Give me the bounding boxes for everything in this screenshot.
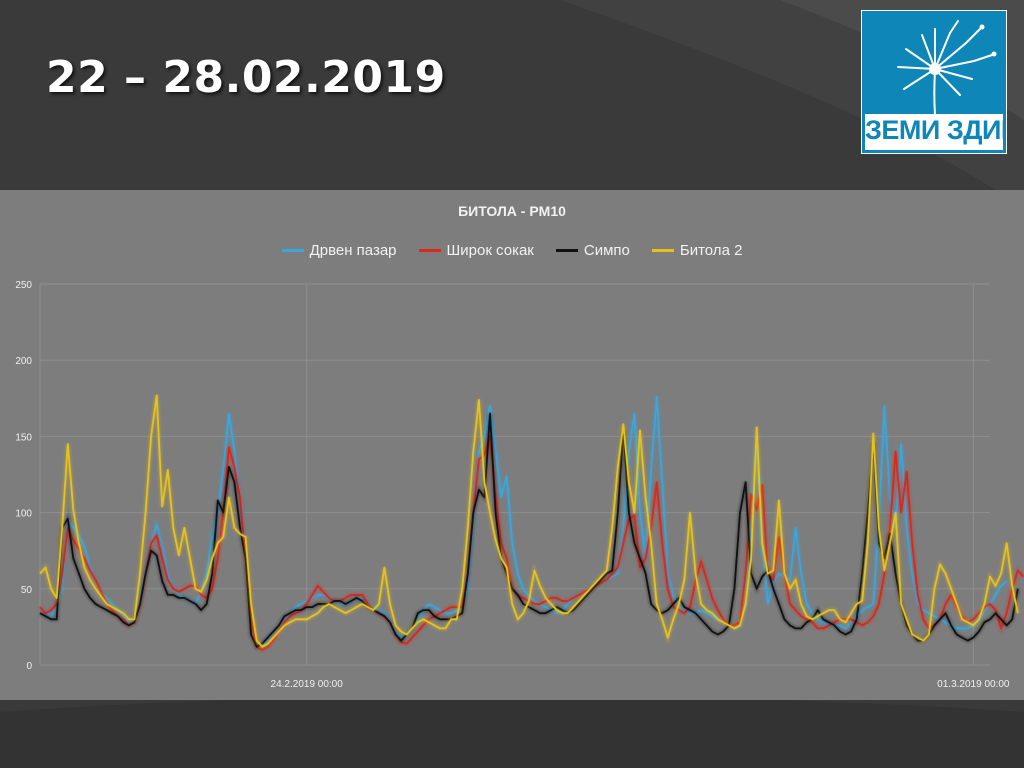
dandelion-icon: [897, 20, 997, 116]
legend-label: Симпо: [583, 242, 630, 259]
y-tick-label: 150: [15, 432, 32, 443]
legend-swatch: [281, 249, 304, 252]
y-tick-label: 50: [21, 585, 33, 596]
y-tick-label: 250: [15, 280, 32, 291]
legend-item-1: Дрвен пазар: [281, 242, 397, 259]
legend-label: Битола 2: [679, 242, 743, 259]
legend-item-3: Симпо: [555, 242, 630, 259]
legend-item-4: Битола 2: [651, 242, 743, 259]
logo-text: ЗЕМИ ЗДИВ: [865, 115, 1007, 145]
y-tick-label: 200: [15, 356, 32, 367]
legend-swatch: [555, 249, 578, 252]
x-tick-label: 01.3.2019 00:00: [937, 679, 1010, 690]
y-tick-label: 100: [15, 509, 32, 520]
chart-plot-area: 0 50 100 150 200 250 24.2.2019 00:00 01.3.2019 …: [15, 280, 1024, 690]
legend-swatch: [418, 249, 441, 252]
pm10-chart: 0 50 100 150 200 250 24.2.2019 00:00 01.3.2019 …: [0, 190, 1024, 700]
series-line-4: [39, 394, 1019, 648]
legend-item-2: Широк сокак: [418, 242, 534, 259]
chart-title: БИТОЛА - PM10: [458, 203, 566, 219]
zemi-zdiv-logo: ЗЕМИ ЗДИВ: [861, 10, 1007, 154]
legend-label: Дрвен пазар: [309, 242, 397, 259]
legend-label: Широк сокак: [446, 242, 534, 259]
series-line-3: [39, 412, 1019, 648]
y-tick-label: 0: [26, 661, 32, 672]
logo-band: ЗЕМИ ЗДИВ: [865, 114, 1007, 150]
series-line-2: [39, 435, 1024, 651]
slide-title: 22 – 28.02.2019: [46, 52, 446, 103]
legend-swatch: [651, 249, 674, 252]
chart-legend: Дрвен пазар Широк сокак Симпо Битола 2: [0, 242, 1024, 259]
x-tick-label: 24.2.2019 00:00: [271, 679, 344, 690]
